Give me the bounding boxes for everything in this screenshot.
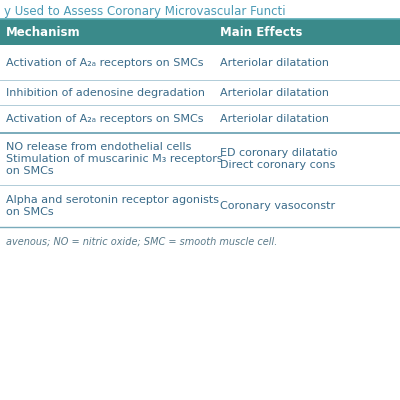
Text: Inhibition of adenosine degradation: Inhibition of adenosine degradation bbox=[6, 88, 205, 98]
Text: on SMCs: on SMCs bbox=[6, 207, 54, 217]
Text: Arteriolar dilatation: Arteriolar dilatation bbox=[220, 114, 329, 124]
Text: Stimulation of muscarinic M₃ receptors: Stimulation of muscarinic M₃ receptors bbox=[6, 154, 223, 164]
Text: Main Effects: Main Effects bbox=[220, 26, 302, 38]
Text: y Used to Assess Coronary Microvascular Functi: y Used to Assess Coronary Microvascular … bbox=[4, 5, 286, 18]
Text: Alpha and serotonin receptor agonists: Alpha and serotonin receptor agonists bbox=[6, 195, 219, 205]
Text: Direct coronary cons: Direct coronary cons bbox=[220, 160, 335, 170]
Text: avenous; NO = nitric oxide; SMC = smooth muscle cell.: avenous; NO = nitric oxide; SMC = smooth… bbox=[6, 237, 277, 247]
Bar bbox=[0, 19, 400, 45]
Text: Arteriolar dilatation: Arteriolar dilatation bbox=[220, 88, 329, 98]
Text: Activation of A₂ₐ receptors on SMCs: Activation of A₂ₐ receptors on SMCs bbox=[6, 58, 204, 68]
Text: ED coronary dilatatio: ED coronary dilatatio bbox=[220, 148, 338, 158]
Text: on SMCs: on SMCs bbox=[6, 166, 54, 176]
Text: Arteriolar dilatation: Arteriolar dilatation bbox=[220, 58, 329, 68]
Text: Activation of A₂ₐ receptors on SMCs: Activation of A₂ₐ receptors on SMCs bbox=[6, 114, 204, 124]
Text: NO release from endothelial cells: NO release from endothelial cells bbox=[6, 142, 191, 152]
Text: Mechanism: Mechanism bbox=[6, 26, 81, 38]
Text: Coronary vasoconstr: Coronary vasoconstr bbox=[220, 201, 335, 211]
